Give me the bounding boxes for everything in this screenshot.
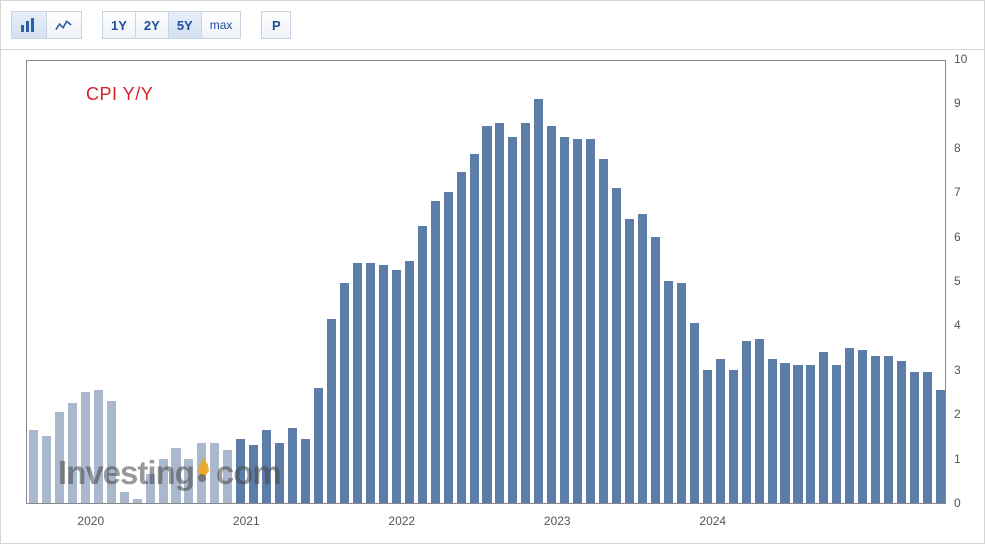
range-5y-button[interactable]: 5Y bbox=[169, 11, 202, 39]
y-axis-label: 4 bbox=[954, 318, 961, 332]
data-bar bbox=[755, 339, 764, 503]
data-bar bbox=[923, 372, 932, 503]
x-axis-label: 2024 bbox=[699, 514, 726, 528]
data-bar bbox=[353, 263, 362, 503]
data-bar bbox=[677, 283, 686, 503]
bar-chart-button[interactable] bbox=[11, 11, 47, 39]
data-bar bbox=[742, 341, 751, 503]
data-bar bbox=[534, 99, 543, 503]
range-2y-button[interactable]: 2Y bbox=[136, 11, 169, 39]
data-bar bbox=[482, 126, 491, 503]
data-bar bbox=[936, 390, 945, 503]
data-bar bbox=[495, 123, 504, 503]
data-bar bbox=[560, 137, 569, 503]
y-axis-label: 6 bbox=[954, 230, 961, 244]
data-bar bbox=[314, 388, 323, 503]
x-axis-label: 2023 bbox=[544, 514, 571, 528]
x-axis-label: 2021 bbox=[233, 514, 260, 528]
x-axis-label: 2022 bbox=[388, 514, 415, 528]
y-axis-label: 0 bbox=[954, 496, 961, 510]
data-bar bbox=[42, 436, 51, 503]
data-bar bbox=[288, 428, 297, 503]
data-bar bbox=[690, 323, 699, 503]
print-group: P bbox=[261, 11, 291, 39]
data-bar bbox=[612, 188, 621, 503]
data-bar bbox=[638, 214, 647, 503]
data-bar bbox=[910, 372, 919, 503]
x-axis-label: 2020 bbox=[77, 514, 104, 528]
data-bar bbox=[625, 219, 634, 503]
chart-title: CPI Y/Y bbox=[86, 84, 153, 105]
data-bar bbox=[508, 137, 517, 503]
y-axis-label: 8 bbox=[954, 141, 961, 155]
data-bar bbox=[729, 370, 738, 503]
data-bar bbox=[599, 159, 608, 503]
data-bar bbox=[832, 365, 841, 503]
data-bar bbox=[392, 270, 401, 503]
data-bar bbox=[651, 237, 660, 503]
data-bar bbox=[29, 430, 38, 503]
data-bar bbox=[366, 263, 375, 503]
chart-type-group bbox=[11, 11, 82, 39]
data-bar bbox=[716, 359, 725, 503]
data-bar bbox=[806, 365, 815, 503]
data-bar bbox=[418, 226, 427, 504]
y-axis-label: 3 bbox=[954, 363, 961, 377]
y-axis-label: 1 bbox=[954, 452, 961, 466]
data-bar bbox=[431, 201, 440, 503]
data-bar bbox=[819, 352, 828, 503]
range-group: 1Y2Y5Ymax bbox=[102, 11, 241, 39]
data-bar bbox=[301, 439, 310, 503]
data-bar bbox=[379, 265, 388, 503]
data-bar bbox=[858, 350, 867, 503]
range-max-button[interactable]: max bbox=[202, 11, 242, 39]
print-button[interactable]: P bbox=[261, 11, 291, 39]
app-wrapper: 1Y2Y5Ymax P CPI Y/Y 0 1 2 3 4 5 6 7 8 9 10 2020 2021… bbox=[0, 0, 985, 544]
line-chart-button[interactable] bbox=[47, 11, 82, 39]
data-bar bbox=[703, 370, 712, 503]
data-bar bbox=[884, 356, 893, 503]
y-axis-label: 10 bbox=[954, 52, 967, 66]
data-bar bbox=[897, 361, 906, 503]
data-bar bbox=[444, 192, 453, 503]
data-bar bbox=[470, 154, 479, 503]
dot-icon bbox=[198, 474, 206, 482]
data-bar bbox=[133, 499, 142, 503]
y-axis-label: 9 bbox=[954, 96, 961, 110]
data-bar bbox=[768, 359, 777, 503]
bar-chart-icon bbox=[20, 18, 38, 32]
data-bar bbox=[664, 281, 673, 503]
watermark: Investing com bbox=[58, 454, 281, 492]
line-chart-icon bbox=[55, 18, 73, 32]
watermark-text: Investing bbox=[58, 454, 194, 492]
y-axis-label: 2 bbox=[954, 407, 961, 421]
data-bar bbox=[405, 261, 414, 503]
data-bar bbox=[871, 356, 880, 503]
data-bar bbox=[547, 126, 556, 503]
data-bar bbox=[780, 363, 789, 503]
toolbar: 1Y2Y5Ymax P bbox=[1, 1, 984, 50]
data-bar bbox=[521, 123, 530, 503]
data-bar bbox=[340, 283, 349, 503]
plot-frame bbox=[26, 60, 946, 504]
data-bar bbox=[327, 319, 336, 503]
data-bar bbox=[793, 365, 802, 503]
data-bar bbox=[845, 348, 854, 503]
chart-area: CPI Y/Y 0 1 2 3 4 5 6 7 8 9 10 2020 2021 2022 2023 2024… bbox=[1, 50, 984, 543]
y-axis-label: 7 bbox=[954, 185, 961, 199]
watermark-text: com bbox=[216, 454, 281, 492]
data-bar bbox=[586, 139, 595, 503]
data-bar bbox=[120, 492, 129, 503]
data-bar bbox=[573, 139, 582, 503]
y-axis-label: 5 bbox=[954, 274, 961, 288]
data-bar bbox=[457, 172, 466, 503]
range-1y-button[interactable]: 1Y bbox=[102, 11, 136, 39]
